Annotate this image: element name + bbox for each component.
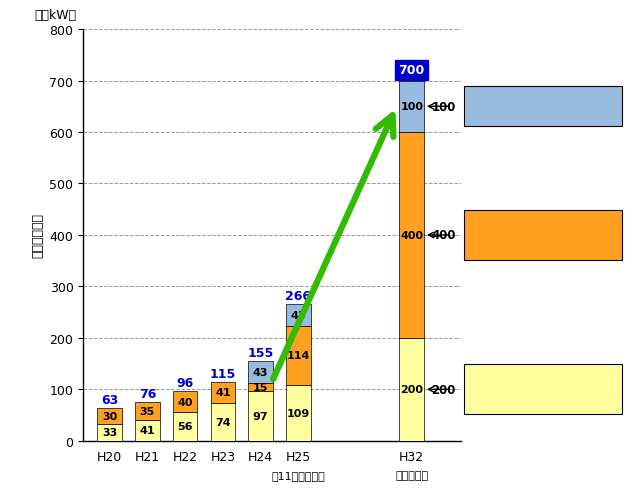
Text: 400: 400 (400, 230, 423, 240)
Text: 97: 97 (253, 411, 269, 421)
Text: 100: 100 (431, 101, 456, 114)
Text: 35: 35 (140, 406, 155, 416)
Bar (286, 385, 310, 441)
Bar (399, 81, 424, 133)
Bar (286, 304, 310, 326)
Text: 400: 400 (431, 229, 456, 242)
Bar (135, 420, 159, 441)
Y-axis label: 年度末設備量: 年度末設備量 (31, 213, 44, 258)
Text: 63: 63 (101, 393, 118, 406)
Text: 41: 41 (215, 387, 231, 397)
FancyBboxPatch shape (465, 365, 622, 415)
Bar (399, 338, 424, 441)
Bar (248, 383, 273, 391)
Bar (135, 402, 159, 420)
Text: 30: 30 (102, 411, 117, 421)
Bar (97, 424, 122, 441)
Text: 96: 96 (177, 377, 194, 390)
Text: 200: 200 (431, 383, 456, 396)
Text: 266: 266 (285, 289, 312, 302)
Text: 住宅用等太陽光: 住宅用等太陽光 (519, 378, 568, 391)
Text: 155: 155 (248, 346, 274, 359)
Text: （自社・全量買取分）: （自社・全量買取分） (514, 240, 573, 250)
Text: 100: 100 (400, 102, 423, 112)
Bar (286, 326, 310, 385)
Text: 41: 41 (140, 425, 156, 435)
Text: 200: 200 (400, 385, 423, 394)
Bar (248, 391, 273, 441)
Text: 115: 115 (210, 367, 236, 380)
Bar (248, 361, 273, 383)
FancyBboxPatch shape (465, 87, 622, 127)
Text: 33: 33 (102, 427, 117, 437)
Bar (97, 408, 122, 424)
Text: 109: 109 (287, 408, 310, 418)
Text: （万kW）: （万kW） (34, 9, 76, 22)
Text: 56: 56 (177, 421, 193, 431)
Bar (173, 392, 197, 412)
Text: 43: 43 (291, 310, 306, 320)
Text: （見通し）: （見通し） (395, 469, 428, 479)
Text: （11月末実績）: （11月末実績） (271, 469, 325, 479)
Bar (211, 382, 235, 403)
Text: 40: 40 (177, 397, 193, 407)
FancyBboxPatch shape (465, 210, 622, 261)
Text: 事業用太陽光: 事業用太陽光 (522, 224, 564, 237)
Text: 76: 76 (139, 387, 156, 400)
Text: 43: 43 (253, 367, 268, 377)
Text: （余剰買取分）: （余剰買取分） (523, 395, 564, 404)
Bar (211, 403, 235, 441)
Text: 風力: 風力 (535, 100, 552, 114)
Text: 74: 74 (215, 417, 231, 427)
Bar (399, 133, 424, 338)
Text: 700: 700 (399, 64, 425, 77)
Bar (173, 412, 197, 441)
Text: 114: 114 (287, 351, 310, 361)
Text: 15: 15 (253, 382, 268, 392)
